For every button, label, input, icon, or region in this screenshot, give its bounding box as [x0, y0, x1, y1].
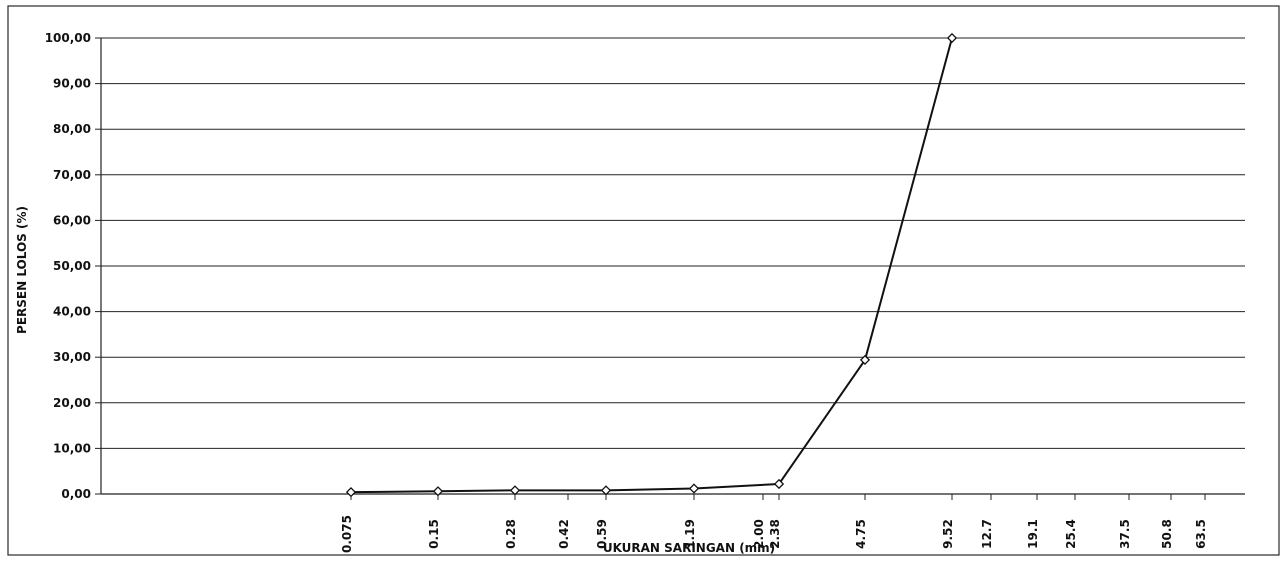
x-tick-label: 0.59: [595, 519, 609, 549]
x-tick-label: 0.075: [340, 515, 354, 553]
y-tick-label: 70,00: [53, 168, 91, 182]
y-tick-label: 10,00: [53, 441, 91, 455]
y-axis-title: PERSEN LOLOS (%): [15, 206, 29, 334]
y-tick-label: 0,00: [61, 487, 91, 501]
y-tick-label: 30,00: [53, 350, 91, 364]
gridlines: [101, 37, 1245, 495]
x-tick-label: 19.1: [1026, 519, 1040, 549]
x-tick-label: 0.28: [504, 519, 518, 549]
x-tick-label: 50.8: [1160, 519, 1174, 549]
data-point-2: [432, 486, 444, 497]
y-tick-label: 20,00: [53, 396, 91, 410]
y-tick-label: 50,00: [53, 259, 91, 273]
x-tick-label: 37.5: [1118, 519, 1132, 549]
y-axis-ticks: 0,00 10,00 20,00 30,00 40,00 50,00 60,00 70,00 8…: [45, 31, 101, 501]
passing-percentage-line: [350, 37, 953, 494]
data-point-1: [345, 487, 357, 498]
y-tick-label: 60,00: [53, 213, 91, 227]
data-point-5: [688, 483, 700, 494]
x-tick-label: 25.4: [1064, 519, 1078, 549]
x-tick-label: 63.5: [1194, 519, 1208, 549]
x-axis-ticks: 0.075 0.15 0.28 0.42 0.59 1.19 2.00 2.38 4.75 9.5…: [340, 494, 1208, 553]
x-tick-label: 2.38: [768, 519, 782, 549]
x-tick-label: 4.75: [854, 519, 868, 549]
y-tick-label: 40,00: [53, 305, 91, 319]
x-tick-label: 9.52: [941, 519, 955, 549]
data-point-3: [509, 485, 521, 496]
x-tick-label: 1.19: [683, 519, 697, 549]
y-tick-label: 80,00: [53, 122, 91, 136]
x-tick-label: 0.15: [427, 519, 441, 549]
x-axis-title: UKURAN SARINGAN (mm): [603, 541, 775, 555]
data-point-7: [859, 354, 871, 366]
x-tick-label: 12.7: [980, 519, 994, 549]
x-tick-label: 2.00: [752, 519, 766, 549]
data-point-8: [946, 32, 958, 44]
y-tick-label: 100,00: [45, 31, 91, 45]
x-tick-label: 0.42: [557, 519, 571, 549]
data-series: [345, 32, 958, 498]
y-tick-label: 90,00: [53, 77, 91, 91]
data-point-4: [600, 485, 612, 496]
data-point-6: [773, 478, 785, 490]
chart-frame: [7, 5, 1280, 556]
